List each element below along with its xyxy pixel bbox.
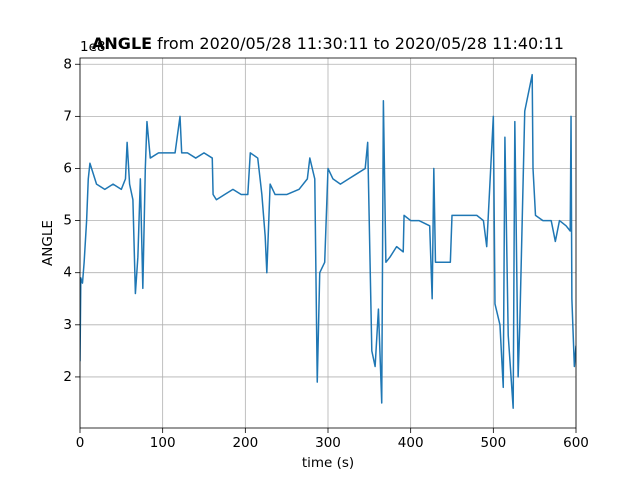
y-axis-label: ANGLE xyxy=(40,220,56,266)
y-tick-label: 2 xyxy=(63,369,72,385)
chart-title: ANGLE from 2020/05/28 11:30:11 to 2020/05… xyxy=(92,34,564,53)
offset-text: 1e8 xyxy=(80,39,105,55)
title-bold: ANGLE xyxy=(92,34,152,53)
y-tick-label: 5 xyxy=(63,213,72,229)
x-tick-label: 200 xyxy=(232,435,258,451)
x-tick-label: 500 xyxy=(480,435,506,451)
x-tick-label: 300 xyxy=(315,435,341,451)
axes-frame xyxy=(79,57,577,429)
title-rest: from 2020/05/28 11:30:11 to 2020/05/28 1… xyxy=(157,34,564,53)
x-tick-label: 600 xyxy=(563,435,589,451)
y-tick-label: 3 xyxy=(63,317,72,333)
x-tick-label: 0 xyxy=(76,435,85,451)
y-tick-label: 4 xyxy=(63,265,72,281)
y-tick-label: 8 xyxy=(63,56,72,72)
x-tick-label: 400 xyxy=(398,435,424,451)
y-tick-label: 7 xyxy=(63,108,72,124)
x-axis-label: time (s) xyxy=(302,455,354,471)
data-line xyxy=(80,73,576,409)
x-tick-label: 100 xyxy=(150,435,176,451)
y-tick-label: 6 xyxy=(63,160,72,176)
